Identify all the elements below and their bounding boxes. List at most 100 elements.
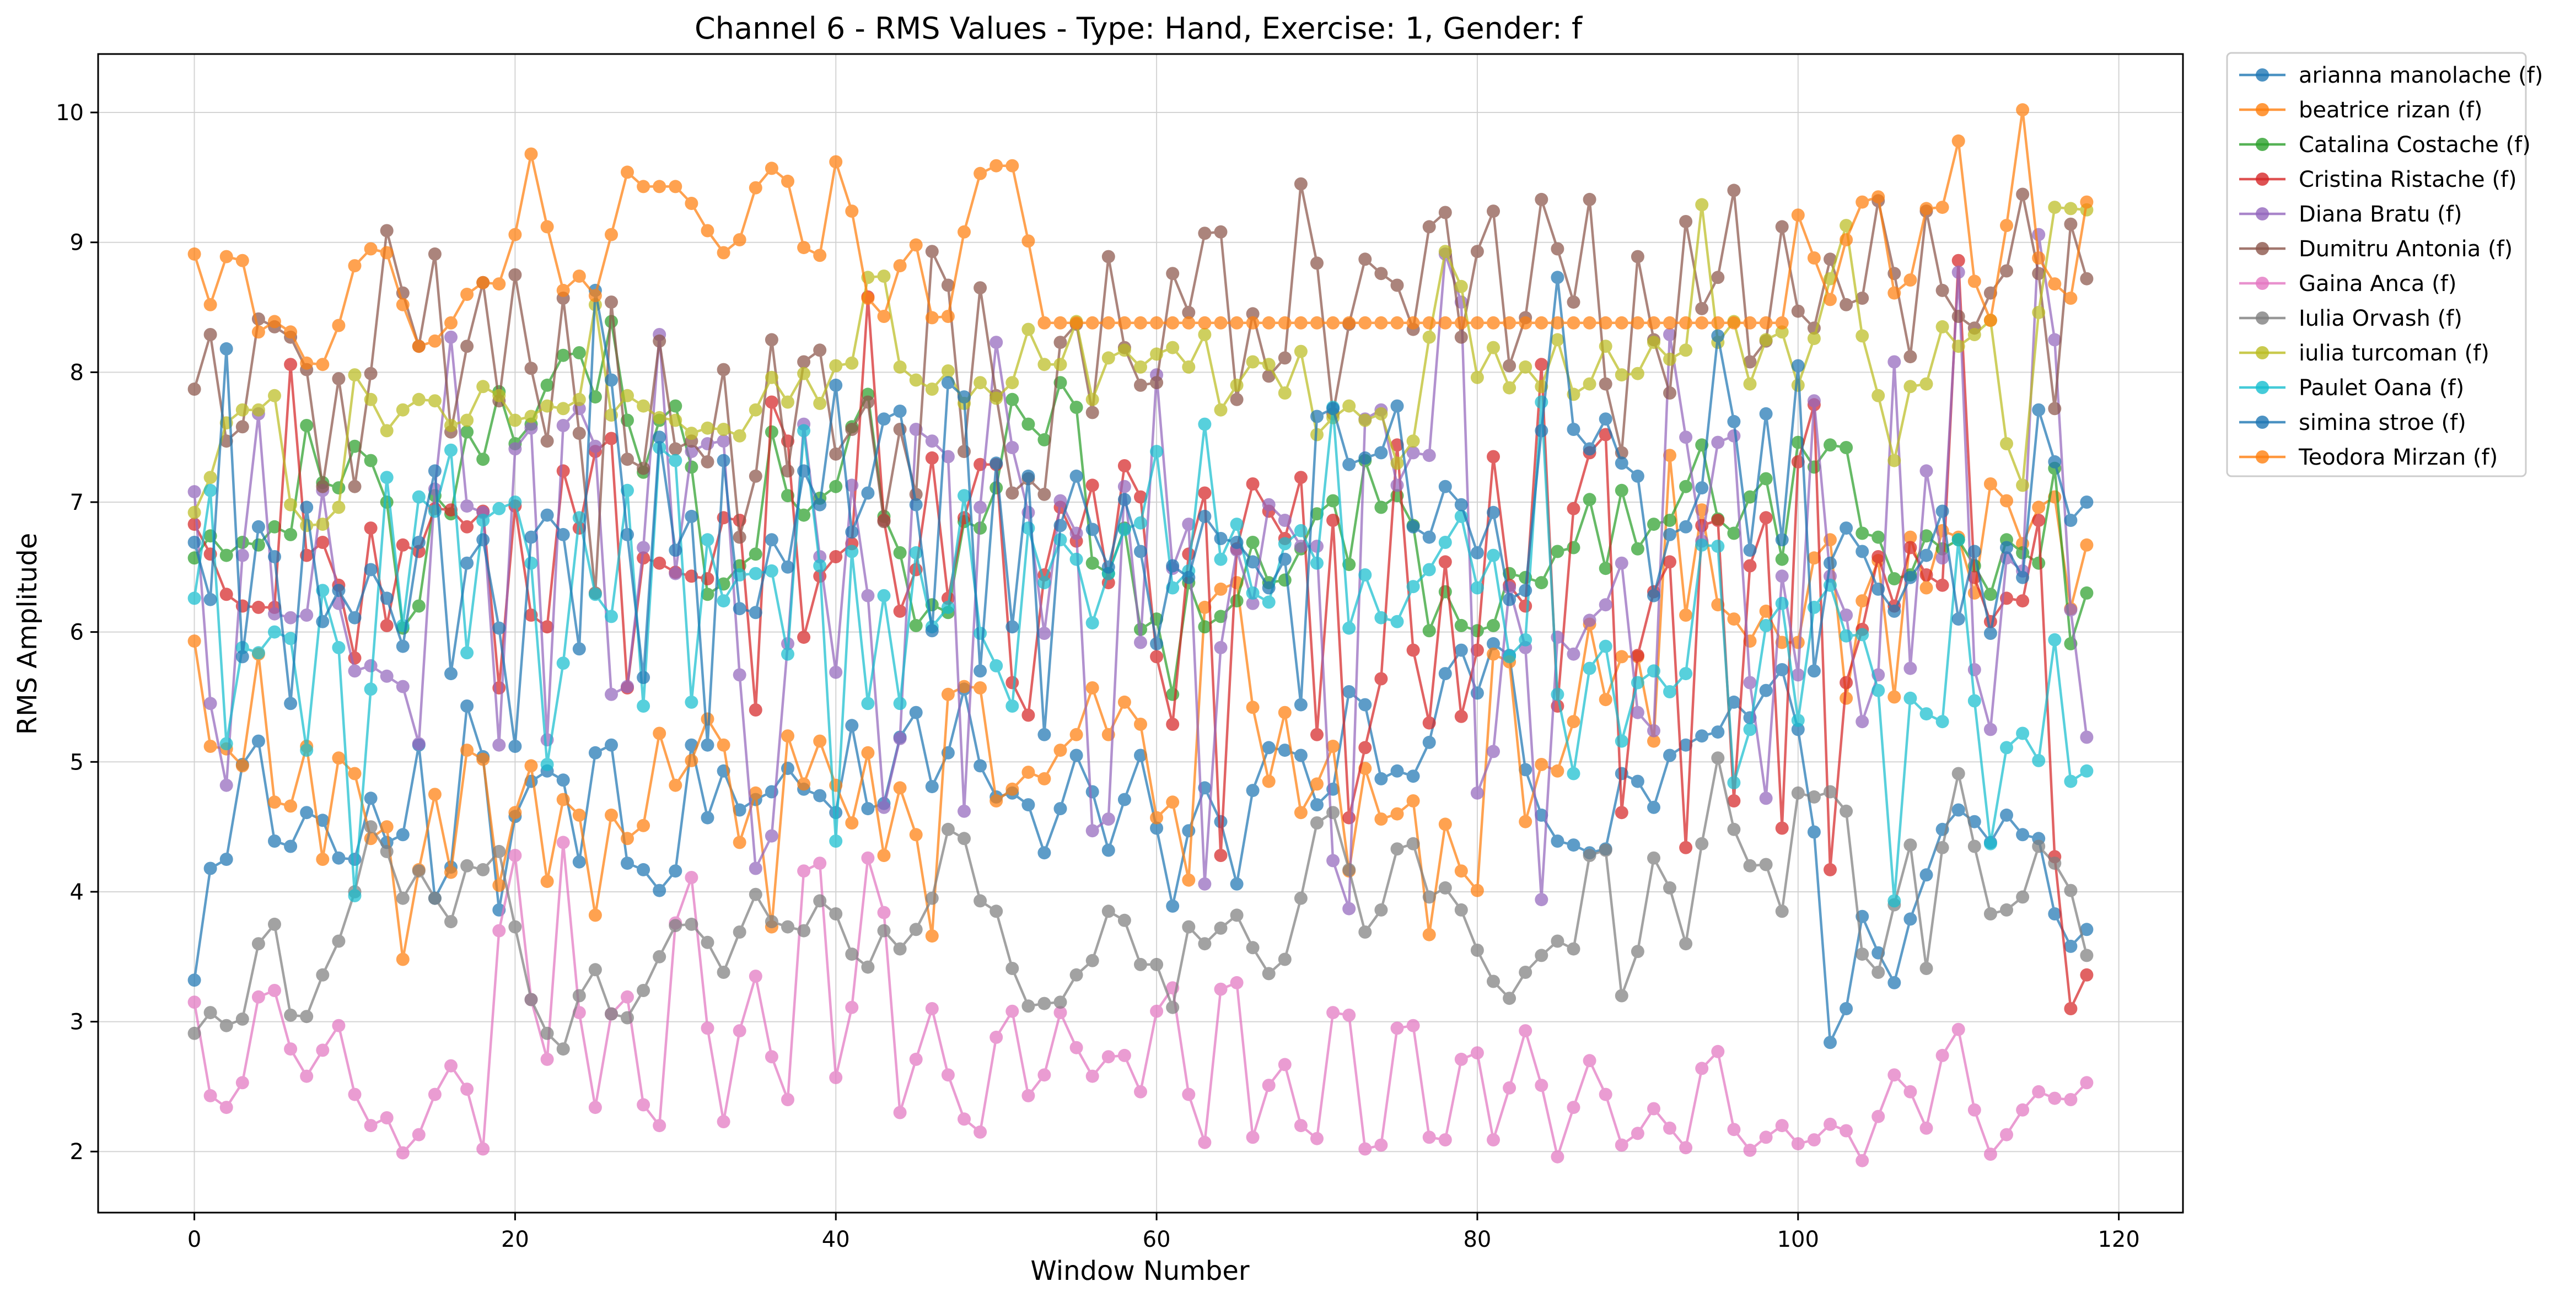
data-point — [621, 389, 634, 402]
data-point — [1069, 526, 1083, 540]
data-point — [1037, 997, 1051, 1010]
data-point — [974, 166, 987, 180]
data-point — [203, 862, 217, 875]
data-point — [765, 1050, 778, 1064]
data-point — [1310, 256, 1324, 270]
data-point — [1262, 358, 1276, 371]
data-point — [1230, 392, 1244, 406]
data-point — [219, 548, 233, 562]
data-point — [1583, 1054, 1596, 1068]
data-point — [1807, 551, 1821, 565]
data-point — [765, 333, 778, 347]
data-point — [1727, 316, 1741, 330]
data-point — [1503, 992, 1516, 1005]
data-point — [187, 518, 201, 531]
data-point — [861, 395, 875, 409]
series-7 — [187, 836, 2094, 1167]
data-point — [332, 1019, 346, 1032]
data-point — [1246, 701, 1260, 714]
data-point — [1470, 546, 1484, 559]
data-point — [1919, 548, 1933, 562]
legend-item: Catalina Costache (f) — [2239, 132, 2531, 158]
data-point — [701, 935, 714, 949]
data-point — [1903, 541, 1917, 554]
data-point — [1214, 225, 1228, 239]
data-point — [1631, 469, 1644, 483]
data-point — [1935, 578, 1949, 592]
data-point — [364, 792, 378, 805]
data-point — [1711, 540, 1725, 553]
data-point — [1872, 683, 1885, 697]
data-point — [1807, 825, 1821, 839]
data-point — [1519, 584, 1532, 597]
data-point — [219, 853, 233, 866]
data-point — [749, 567, 762, 580]
data-point — [460, 425, 474, 439]
data-point — [1454, 903, 1468, 917]
data-point — [1278, 537, 1292, 551]
data-point — [1840, 298, 1853, 311]
data-point — [717, 1115, 730, 1128]
data-point — [861, 851, 875, 865]
data-point — [1663, 749, 1676, 762]
data-point — [958, 832, 971, 846]
data-point — [1214, 610, 1228, 623]
data-point — [653, 334, 666, 348]
data-point — [1037, 433, 1051, 446]
data-point — [605, 228, 618, 241]
data-point — [1390, 478, 1404, 492]
data-point — [2000, 1128, 2013, 1142]
data-point — [444, 1059, 458, 1073]
data-point — [1374, 500, 1388, 514]
data-point — [1567, 316, 1580, 330]
data-point — [1069, 401, 1083, 414]
data-point — [1935, 715, 1949, 729]
legend-marker — [2256, 277, 2269, 290]
data-point — [1085, 824, 1099, 838]
data-point — [1150, 957, 1164, 971]
data-point — [685, 460, 698, 474]
x-tick-label: 60 — [1143, 1227, 1171, 1252]
data-point — [1663, 386, 1676, 400]
data-point — [1759, 511, 1773, 525]
data-point — [1872, 389, 1885, 402]
data-point — [1422, 716, 1436, 730]
data-point — [1294, 344, 1308, 358]
data-point — [749, 547, 762, 561]
y-tick-label: 5 — [70, 750, 84, 775]
legend-label: Catalina Costache (f) — [2299, 132, 2531, 158]
data-point — [797, 241, 811, 255]
data-point — [2016, 828, 2030, 842]
data-point — [1647, 518, 1660, 531]
data-point — [2000, 741, 2013, 755]
data-point — [1711, 514, 1725, 527]
data-point — [1053, 1006, 1067, 1020]
data-point — [1631, 706, 1644, 719]
data-point — [861, 292, 875, 305]
data-point — [300, 1069, 314, 1083]
data-point — [2000, 264, 2013, 278]
data-point — [1358, 451, 1372, 465]
data-point — [1807, 1133, 1821, 1146]
data-point — [669, 864, 682, 878]
data-point — [845, 816, 859, 830]
data-point — [412, 737, 426, 751]
data-point — [1005, 782, 1019, 796]
data-point — [893, 405, 907, 418]
data-point — [909, 238, 923, 252]
data-point — [492, 844, 506, 858]
data-point — [203, 1089, 217, 1102]
data-point — [669, 442, 682, 456]
data-point — [1021, 469, 1035, 483]
data-point — [219, 1101, 233, 1114]
data-point — [1358, 252, 1372, 266]
data-point — [508, 442, 522, 456]
data-point — [1631, 1127, 1644, 1140]
legend-marker — [2256, 450, 2269, 464]
data-point — [1647, 851, 1660, 865]
data-point — [2048, 907, 2062, 920]
data-point — [1454, 618, 1468, 632]
data-point — [1374, 611, 1388, 624]
data-point — [1358, 568, 1372, 581]
data-point — [2064, 1002, 2078, 1015]
